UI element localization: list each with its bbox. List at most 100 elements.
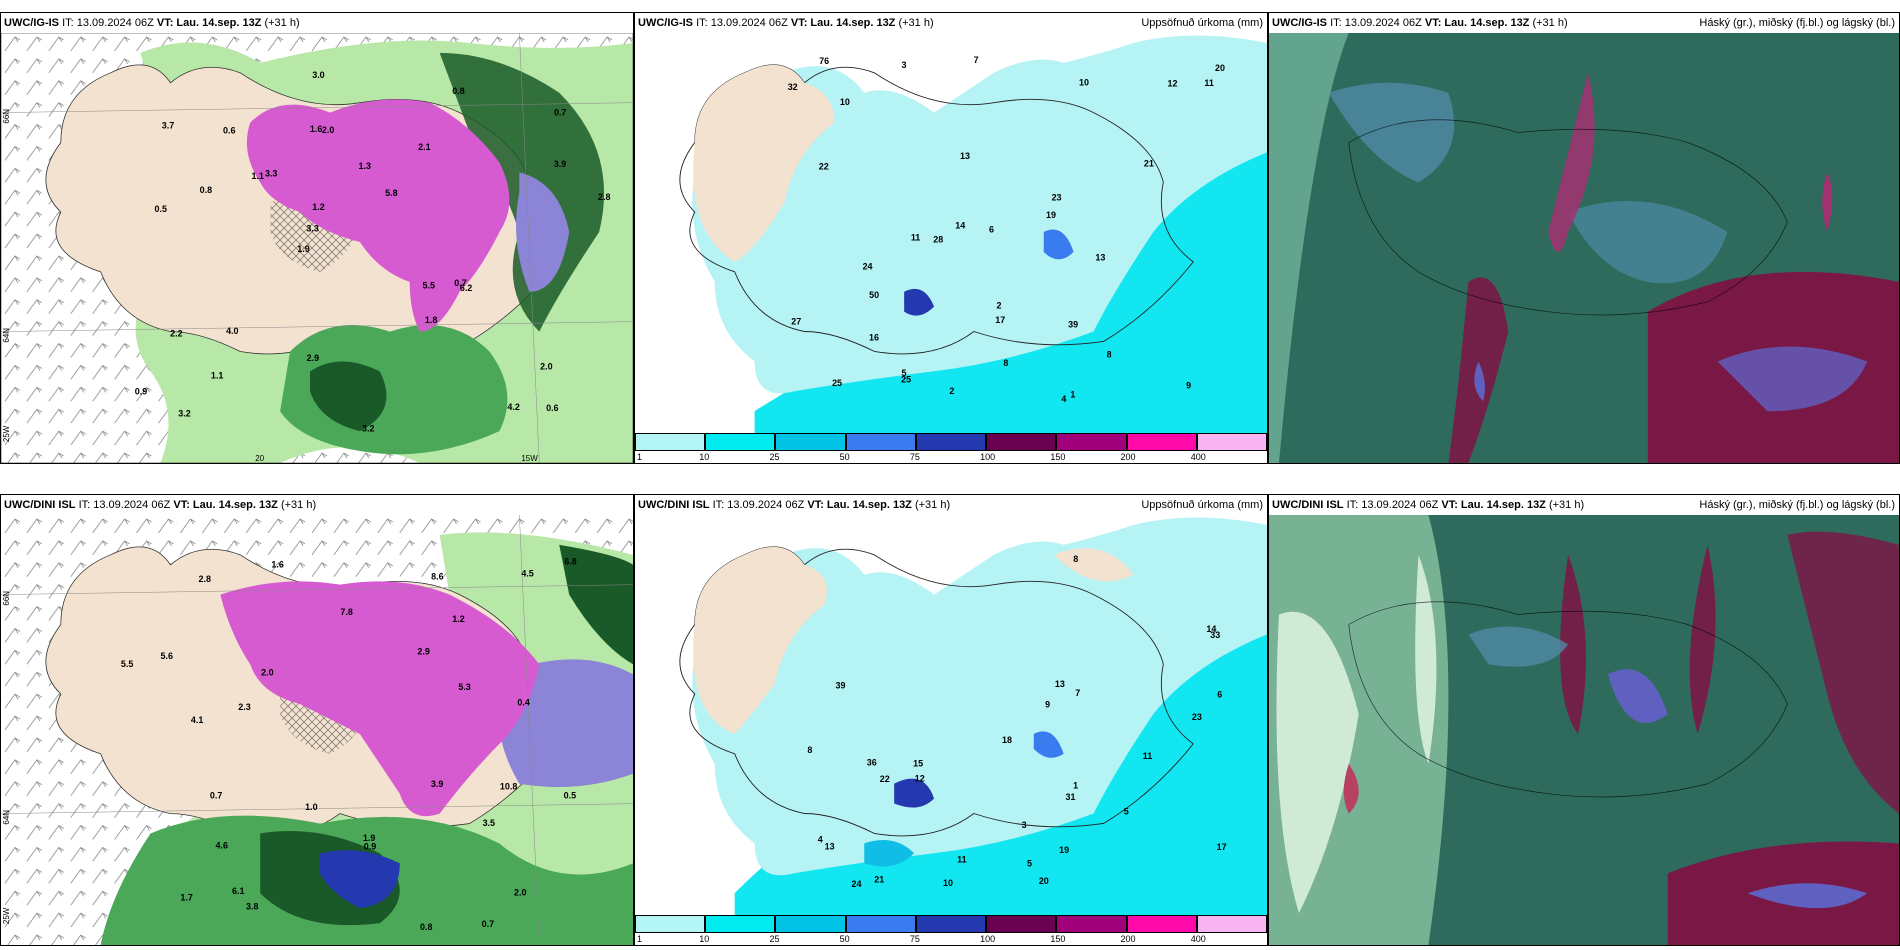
precip-value-label: 4.5 <box>521 568 533 578</box>
precip-value-label: 5.8 <box>385 188 397 198</box>
precip-value-label: 2.0 <box>540 361 552 371</box>
iceland-coastline <box>679 64 1194 355</box>
precip-value-label: 1 <box>1073 781 1078 791</box>
precip-value-label: 22 <box>819 161 829 171</box>
mid-cloud <box>1328 82 1455 183</box>
wind-precip-map: 66N 64N 25W 20 15W 0.6 0.5 0.7 1.9 2.1 3.2 1.6… <box>1 33 633 463</box>
precip-value-label: 27 <box>791 317 801 327</box>
colorbar-tick-label: 50 <box>839 934 850 944</box>
precip-value-label: 3.2 <box>178 409 190 419</box>
accumulated-precip-map: 2 4 5 8 3 10 11 9 7 13 12 8 14 17 10 19 22 25 28 32 39 20 23 25… <box>635 33 1267 433</box>
valid-time: Lau. 14.sep. 13Z <box>1444 17 1530 29</box>
map-svg: 2458310119713128141710192225283239202325… <box>635 33 1267 433</box>
lead-time: (+31 h) <box>914 499 951 511</box>
precip-value-label: 0.7 <box>554 108 566 118</box>
precip-value-label: 2.0 <box>261 668 273 678</box>
precip-value-label: 28 <box>933 235 943 245</box>
panel-header: UWC/IG-IS IT: 13.09.2024 06Z VT: Lau. 14… <box>635 13 1267 33</box>
precip-value-label: 0.8 <box>200 185 212 195</box>
panel-top-middle: UWC/IG-IS IT: 13.09.2024 06Z VT: Lau. 14… <box>634 12 1268 464</box>
colorbar-swatch <box>1056 433 1127 451</box>
panel-header: UWC/DINI ISL IT: 13.09.2024 06Z VT: Lau.… <box>1 495 633 515</box>
colorbar-swatch <box>1196 433 1267 451</box>
precip-value-label: 18 <box>1002 735 1012 745</box>
colorbar-swatch <box>1056 915 1127 933</box>
colorbar-tick-label: 150 <box>1050 934 1066 944</box>
precip-value-label: 5.5 <box>423 281 435 291</box>
precip-value-label: 25 <box>832 378 842 388</box>
precip-value-label: 13 <box>825 841 835 851</box>
colorbar-swatch <box>845 433 916 451</box>
precip-value-label: 13 <box>1095 252 1105 262</box>
purple-precip <box>516 172 570 292</box>
valid-time-label: VT: <box>1424 17 1442 29</box>
precip-value-label: 23 <box>1192 712 1202 722</box>
valid-time: Lau. 14.sep. 13Z <box>1460 499 1546 511</box>
valid-time-label: VT: <box>790 17 808 29</box>
precip-value-label: 6 <box>1217 690 1222 700</box>
valid-time-label: VT: <box>173 499 190 511</box>
precip-value-label: 8 <box>1107 349 1112 359</box>
precip-value-label: 11 <box>957 854 966 864</box>
panel-header: UWC/IG-IS IT: 13.09.2024 06Z VT: Lau. 14… <box>1 13 633 33</box>
precip-value-label: 1.2 <box>312 202 324 212</box>
precip-value-label: 23 <box>1052 193 1062 203</box>
valid-time: Lau. 14.sep. 13Z <box>176 17 262 29</box>
model-name: UWC/DINI ISL <box>1272 499 1344 511</box>
precip-value-label: 5.5 <box>121 659 133 669</box>
colorbar: 1 10 25 50 75 100 150 200 400 <box>635 433 1267 463</box>
cloud-cover-map <box>1269 515 1899 945</box>
precip-value-label: 22 <box>880 774 890 784</box>
colorbar-tick-label: 200 <box>1120 934 1136 944</box>
lead-time: (+31 h) <box>264 17 300 29</box>
precip-value-label: 17 <box>1217 842 1227 852</box>
precip-value-label: 1.0 <box>305 802 317 812</box>
init-time: IT: 13.09.2024 06Z <box>712 499 805 511</box>
model-name: UWC/IG-IS <box>638 17 693 29</box>
precip-value-label: 0.4 <box>517 697 529 707</box>
lead-time: (+31 h) <box>898 17 934 29</box>
precip-value-label: 0.9 <box>135 386 147 396</box>
precip-value-label: 11 <box>1204 78 1213 88</box>
init-time: IT: 13.09.2024 06Z <box>1346 499 1439 511</box>
colorbar-tick-label: 50 <box>839 452 850 462</box>
precip-value-label: 3.2 <box>362 423 374 433</box>
colorbar-swatch <box>986 433 1057 451</box>
precip-value-label: 4 <box>818 835 823 845</box>
precip-value-label: 2.8 <box>598 192 610 202</box>
precip-value-label: 19 <box>1059 845 1069 855</box>
precip-value-label: 14 <box>955 221 965 231</box>
valid-time-label: VT: <box>156 17 174 29</box>
panel-top-left: UWC/IG-IS IT: 13.09.2024 06Z VT: Lau. 14… <box>0 12 634 464</box>
precip-value-label: 1.3 <box>358 161 370 171</box>
model-name: UWC/DINI ISL <box>638 499 710 511</box>
precip-value-label: 0.7 <box>454 278 466 288</box>
colorbar-tick-label: 10 <box>699 452 710 462</box>
precip-value-label: 6.8 <box>564 556 576 566</box>
precip-value-label: 0.8 <box>452 86 464 96</box>
colorbar-tick-label: 75 <box>909 452 920 462</box>
colorbar-swatch <box>986 915 1057 933</box>
colorbar-swatch <box>775 915 846 933</box>
precip-value-label: 13 <box>1055 679 1065 689</box>
lat-label-66n: 66N <box>2 109 11 124</box>
panel-bottom-middle: UWC/DINI ISL IT: 13.09.2024 06Z VT: Lau.… <box>634 494 1268 946</box>
precip-value-label: 0.6 <box>223 125 235 135</box>
precip-value-label: 5.6 <box>160 651 172 661</box>
precip-value-label: 3 <box>1022 820 1027 830</box>
precip-value-label: 1.7 <box>180 893 192 903</box>
precip-value-label: 10 <box>943 878 953 888</box>
precip-value-label: 21 <box>874 874 884 884</box>
precip-value-label: 10 <box>1079 78 1089 88</box>
colorbar-swatch <box>1126 433 1197 451</box>
precip-value-label: 50 <box>869 290 879 300</box>
precip-value-label: 2 <box>949 386 954 396</box>
precip-value-label: 5 <box>901 368 906 378</box>
colorbar-tick-label: 1 <box>637 452 643 462</box>
precip-value-label: 6.2 <box>460 283 472 293</box>
lon-label-25w: 25W <box>2 425 11 442</box>
precip-value-label: 1.6 <box>271 559 283 569</box>
precip-value-label: 14 <box>1206 624 1216 634</box>
precip-value-label: 25 <box>901 375 911 385</box>
